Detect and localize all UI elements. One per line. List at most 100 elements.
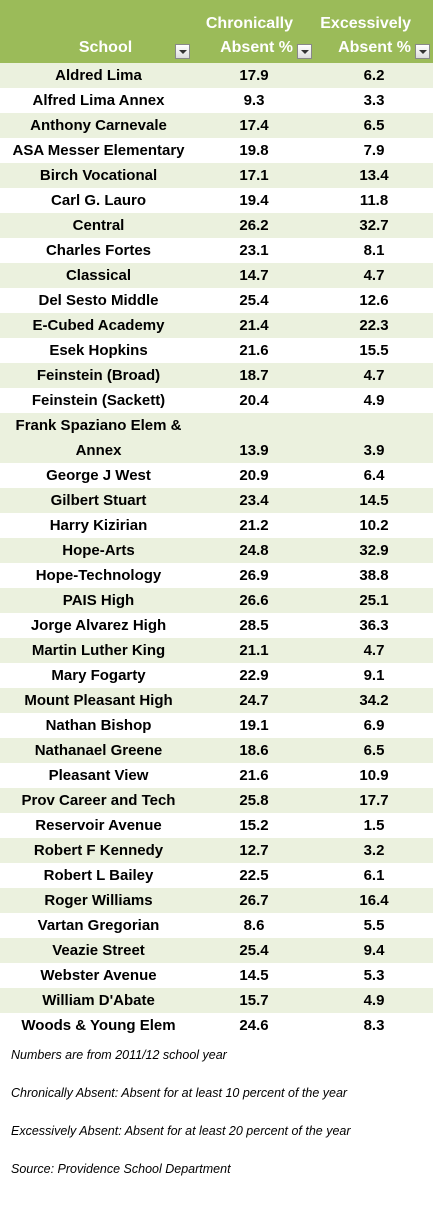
school-cell: Jorge Alvarez High xyxy=(30,617,167,634)
school-cell: Frank Spaziano Elem & Annex xyxy=(0,413,193,463)
table-row: Charles Fortes 23.1 8.1 xyxy=(0,238,433,263)
value-cell: 17.4 xyxy=(193,113,315,138)
value-cell: 18.6 xyxy=(193,738,315,763)
filter-button[interactable] xyxy=(415,44,430,59)
table-row: Webster Avenue 14.5 5.3 xyxy=(0,963,433,988)
value-cell: 20.4 xyxy=(239,392,269,409)
value-cell: 28.5 xyxy=(239,617,269,634)
table-row: Vartan Gregorian 8.6 5.5 xyxy=(0,913,433,938)
table-row: PAIS High 26.6 25.1 xyxy=(0,588,433,613)
value-cell: 21.6 xyxy=(239,767,269,784)
school-cell: Esek Hopkins xyxy=(49,342,148,359)
school-cell: William D'Abate xyxy=(0,988,193,1013)
school-cell: Nathanael Greene xyxy=(0,738,193,763)
table-row: Mount Pleasant High 24.7 34.2 xyxy=(0,688,433,713)
header-text: Excessively Absent % xyxy=(320,15,411,56)
value-cell: 14.5 xyxy=(239,967,269,984)
filter-button[interactable] xyxy=(175,44,190,59)
value-cell: 24.8 xyxy=(193,538,315,563)
school-cell: Woods & Young Elem xyxy=(21,1017,176,1034)
value-cell: 12.6 xyxy=(359,292,389,309)
table-row: Woods & Young Elem 24.6 8.3 xyxy=(0,1013,433,1038)
school-cell: E-Cubed Academy xyxy=(0,313,193,338)
value-cell: 13.9 xyxy=(193,413,315,463)
table-row: Central 26.2 32.7 xyxy=(0,213,433,238)
value-cell: 32.7 xyxy=(315,213,433,238)
table-row: Martin Luther King 21.1 4.7 xyxy=(0,638,433,663)
value-cell: 3.9 xyxy=(315,413,433,463)
value-cell: 6.1 xyxy=(363,867,385,884)
school-cell: Prov Career and Tech xyxy=(0,788,193,813)
table-row: William D'Abate 15.7 4.9 xyxy=(0,988,433,1013)
value-cell: 15.5 xyxy=(359,342,389,359)
table-row: Robert L Bailey 22.5 6.1 xyxy=(0,863,433,888)
school-cell: Anthony Carnevale xyxy=(0,113,193,138)
filter-button[interactable] xyxy=(297,44,312,59)
table-row: Feinstein (Broad) 18.7 4.7 xyxy=(0,363,433,388)
absence-table: School Chronically Absent % Excessively Ab… xyxy=(0,0,433,1038)
header-text: School xyxy=(78,39,133,56)
value-cell: 21.1 xyxy=(193,638,315,663)
value-cell: 6.4 xyxy=(363,467,385,484)
school-cell: Webster Avenue xyxy=(40,967,157,984)
school-cell: Harry Kizirian xyxy=(49,517,148,534)
school-cell: Gilbert Stuart xyxy=(0,488,193,513)
table-body: Aldred Lima 17.9 6.2 Alfred Lima Annex 9.3 3.… xyxy=(0,63,433,1038)
value-cell: 6.2 xyxy=(315,63,433,88)
value-cell: 8.3 xyxy=(363,1017,385,1034)
value-cell: 4.9 xyxy=(363,392,385,409)
table-row: Alfred Lima Annex 9.3 3.3 xyxy=(0,88,433,113)
value-cell: 22.5 xyxy=(239,867,269,884)
value-cell: 24.6 xyxy=(239,1017,269,1034)
notes: Numbers are from 2011/12 school year Chro… xyxy=(0,1038,433,1179)
value-cell: 6.5 xyxy=(315,113,433,138)
header-cell: Excessively Absent % xyxy=(315,0,433,63)
value-cell: 18.7 xyxy=(193,363,315,388)
note: Excessively Absent: Absent for at least … xyxy=(11,1124,351,1138)
value-cell: 16.4 xyxy=(315,888,433,913)
value-cell: 36.3 xyxy=(359,617,389,634)
school-cell: George J West xyxy=(46,467,151,484)
table-row: Prov Career and Tech 25.8 17.7 xyxy=(0,788,433,813)
value-cell: 3.2 xyxy=(315,838,433,863)
note: Numbers are from 2011/12 school year xyxy=(11,1048,227,1062)
school-cell: Feinstein (Sackett) xyxy=(31,392,166,409)
school-cell: PAIS High xyxy=(0,588,193,613)
value-cell: 9.1 xyxy=(363,667,385,684)
table-row: George J West 20.9 6.4 xyxy=(0,463,433,488)
table-row: Del Sesto Middle 25.4 12.6 xyxy=(0,288,433,313)
value-cell: 25.1 xyxy=(315,588,433,613)
value-cell: 17.1 xyxy=(193,163,315,188)
value-cell: 32.9 xyxy=(315,538,433,563)
school-cell: Pleasant View xyxy=(48,767,149,784)
table-row: Esek Hopkins 21.6 15.5 xyxy=(0,338,433,363)
table-row: Jorge Alvarez High 28.5 36.3 xyxy=(0,613,433,638)
value-cell: 5.5 xyxy=(363,917,385,934)
value-cell: 9.4 xyxy=(315,938,433,963)
school-cell: Robert L Bailey xyxy=(43,867,154,884)
value-cell: 11.8 xyxy=(359,192,389,209)
value-cell: 4.7 xyxy=(315,363,433,388)
table-row: Hope-Arts 24.8 32.9 xyxy=(0,538,433,563)
value-cell: 12.7 xyxy=(193,838,315,863)
header-row: School Chronically Absent % Excessively Ab… xyxy=(0,0,433,63)
value-cell: 22.9 xyxy=(239,667,269,684)
value-cell: 21.2 xyxy=(239,517,269,534)
value-cell: 26.2 xyxy=(193,213,315,238)
value-cell: 6.5 xyxy=(315,738,433,763)
value-cell: 8.6 xyxy=(243,917,265,934)
value-cell: 38.8 xyxy=(359,567,389,584)
value-cell: 21.6 xyxy=(239,342,269,359)
school-cell: Veazie Street xyxy=(0,938,193,963)
table-row: Birch Vocational 17.1 13.4 xyxy=(0,163,433,188)
value-cell: 17.7 xyxy=(315,788,433,813)
value-cell: 21.4 xyxy=(193,313,315,338)
value-cell: 34.2 xyxy=(315,688,433,713)
table-row: Classical 14.7 4.7 xyxy=(0,263,433,288)
note: Chronically Absent: Absent for at least … xyxy=(11,1086,348,1100)
value-cell: 6.9 xyxy=(363,717,385,734)
value-cell: 8.1 xyxy=(363,242,385,259)
table-row: Roger Williams 26.7 16.4 xyxy=(0,888,433,913)
school-cell: Carl G. Lauro xyxy=(50,192,147,209)
